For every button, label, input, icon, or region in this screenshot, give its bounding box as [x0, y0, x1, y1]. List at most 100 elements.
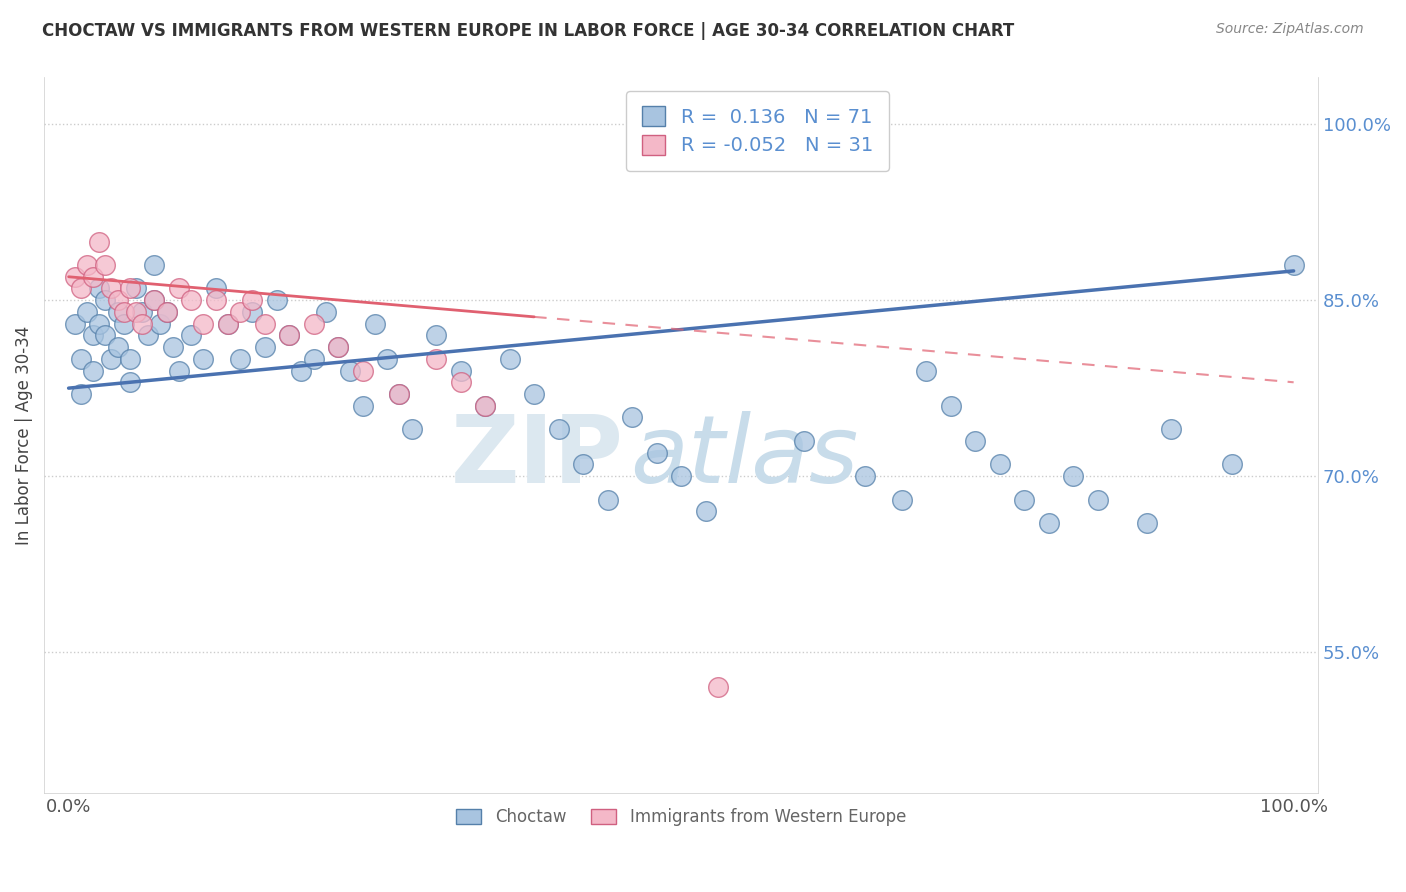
Point: [669, 469, 692, 483]
Point: [240, 293, 263, 308]
Point: [63, 317, 86, 331]
Point: [162, 340, 184, 354]
Point: [474, 399, 496, 413]
Text: Source: ZipAtlas.com: Source: ZipAtlas.com: [1216, 22, 1364, 37]
Point: [302, 317, 325, 331]
Point: [326, 340, 349, 354]
Point: [180, 328, 202, 343]
Point: [253, 317, 276, 331]
Point: [82, 328, 104, 343]
Point: [547, 422, 569, 436]
Point: [94, 328, 117, 343]
Point: [76, 305, 98, 319]
Point: [76, 258, 98, 272]
Point: [266, 293, 288, 308]
Point: [112, 305, 135, 319]
Point: [302, 351, 325, 366]
Point: [375, 351, 398, 366]
Point: [1160, 422, 1182, 436]
Point: [621, 410, 644, 425]
Point: [167, 281, 190, 295]
Point: [474, 399, 496, 413]
Point: [89, 317, 111, 331]
Point: [315, 305, 337, 319]
Point: [695, 504, 717, 518]
Point: [364, 317, 387, 331]
Point: [988, 458, 1011, 472]
Point: [82, 363, 104, 377]
Point: [939, 399, 962, 413]
Point: [217, 317, 239, 331]
Point: [107, 305, 129, 319]
Point: [853, 469, 876, 483]
Point: [131, 317, 153, 331]
Point: [1062, 469, 1084, 483]
Point: [143, 258, 166, 272]
Point: [156, 305, 179, 319]
Point: [1222, 458, 1244, 472]
Point: [118, 351, 141, 366]
Point: [143, 293, 166, 308]
Point: [240, 305, 263, 319]
Point: [100, 351, 122, 366]
Point: [143, 293, 166, 308]
Point: [278, 328, 301, 343]
Point: [136, 328, 159, 343]
Point: [118, 281, 141, 295]
Point: [645, 445, 668, 459]
Point: [1136, 516, 1159, 530]
Point: [70, 281, 93, 295]
Point: [63, 269, 86, 284]
Point: [94, 293, 117, 308]
Y-axis label: In Labor Force | Age 30-34: In Labor Force | Age 30-34: [15, 326, 32, 545]
Point: [100, 281, 122, 295]
Point: [450, 376, 472, 390]
Point: [1038, 516, 1060, 530]
Point: [352, 363, 374, 377]
Point: [229, 305, 252, 319]
Point: [89, 235, 111, 249]
Point: [1282, 258, 1305, 272]
Point: [890, 492, 912, 507]
Point: [523, 387, 546, 401]
Point: [70, 351, 93, 366]
Point: [290, 363, 312, 377]
Point: [388, 387, 411, 401]
Point: [94, 258, 117, 272]
Point: [793, 434, 815, 448]
Point: [596, 492, 619, 507]
Point: [107, 340, 129, 354]
Point: [193, 351, 215, 366]
Point: [1087, 492, 1109, 507]
Point: [425, 328, 447, 343]
Point: [253, 340, 276, 354]
Text: ZIP: ZIP: [451, 410, 624, 502]
Point: [450, 363, 472, 377]
Point: [180, 293, 202, 308]
Point: [425, 351, 447, 366]
Point: [572, 458, 595, 472]
Point: [915, 363, 938, 377]
Point: [326, 340, 349, 354]
Point: [125, 281, 148, 295]
Point: [1012, 492, 1035, 507]
Point: [965, 434, 987, 448]
Text: CHOCTAW VS IMMIGRANTS FROM WESTERN EUROPE IN LABOR FORCE | AGE 30-34 CORRELATION: CHOCTAW VS IMMIGRANTS FROM WESTERN EUROP…: [42, 22, 1015, 40]
Point: [118, 376, 141, 390]
Point: [217, 317, 239, 331]
Point: [125, 305, 148, 319]
Point: [401, 422, 423, 436]
Point: [82, 269, 104, 284]
Point: [707, 680, 730, 694]
Point: [156, 305, 179, 319]
Point: [193, 317, 215, 331]
Point: [167, 363, 190, 377]
Point: [204, 293, 226, 308]
Legend: Choctaw, Immigrants from Western Europe: Choctaw, Immigrants from Western Europe: [449, 800, 914, 834]
Point: [352, 399, 374, 413]
Point: [278, 328, 301, 343]
Point: [149, 317, 172, 331]
Point: [89, 281, 111, 295]
Point: [498, 351, 520, 366]
Point: [112, 317, 135, 331]
